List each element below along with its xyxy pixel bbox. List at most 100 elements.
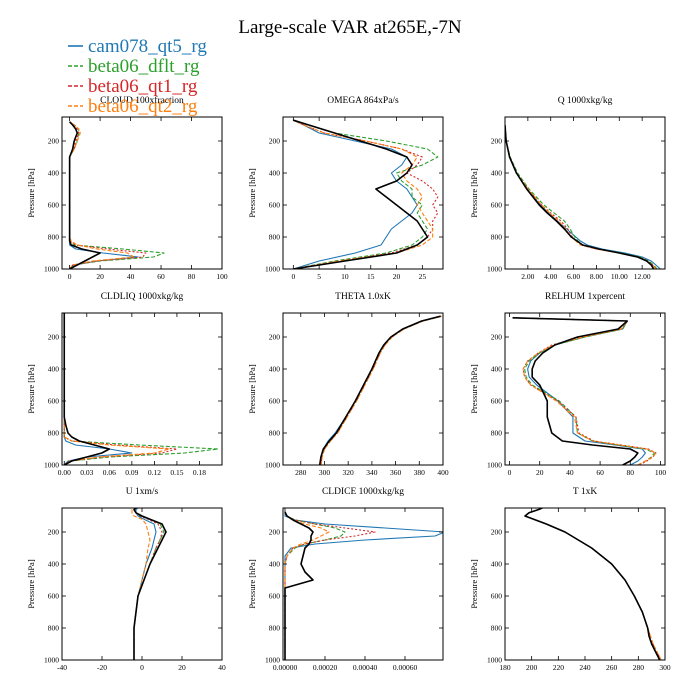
y-tick-label: 200: [491, 333, 503, 342]
y-tick-label: 200: [491, 528, 503, 537]
y-tick-label: 200: [491, 137, 503, 146]
x-tick-label: 0.00060: [393, 663, 418, 672]
series-line-cam078_qt5_rg: [319, 315, 441, 465]
plot-frame: [282, 507, 444, 661]
series-line-beta06_qt2_rg: [131, 508, 151, 660]
legend-label: beta06_dflt_rg: [88, 56, 200, 77]
x-tick-label: 0.09: [125, 468, 138, 477]
x-tick-label: 15: [367, 272, 375, 281]
x-tick-label: 25: [419, 272, 427, 281]
series-line-reference: [133, 508, 167, 660]
plot-frame: [504, 312, 666, 466]
series-line-beta06_qt2_rg: [293, 119, 434, 269]
x-tick-label: 0.18: [193, 468, 206, 477]
series-line-beta06_qt1_rg: [512, 317, 657, 465]
series-group: [68, 121, 165, 269]
y-tick-label: 800: [491, 233, 503, 242]
panel-title: T 1xK: [573, 487, 598, 497]
y-tick-label: 400: [269, 365, 281, 374]
plot-frame: [61, 312, 223, 466]
x-tick-label: 6.00: [567, 272, 580, 281]
y-tick-label: 800: [269, 624, 281, 633]
y-axis-label: Pressure [hPa]: [26, 559, 36, 609]
x-tick-label: 240: [579, 663, 591, 672]
series-line-beta06_dflt_rg: [69, 121, 165, 269]
series-line-beta06_dflt_rg: [505, 124, 658, 269]
panel-title: U 1xm/s: [126, 487, 159, 497]
series-line-reference: [505, 124, 655, 269]
series-group: [63, 313, 219, 465]
plot-frame: [282, 312, 444, 466]
series-line-reference: [293, 119, 429, 269]
x-tick-label: 80: [188, 272, 196, 281]
x-tick-label: 0: [291, 272, 295, 281]
series-line-beta06_dflt_rg: [512, 317, 655, 465]
legend-label: cam078_qt5_rg: [88, 36, 207, 57]
panel-title: RELHUM 1xpercent: [545, 292, 625, 302]
y-tick-label: 200: [269, 137, 281, 146]
x-tick-label: 320: [343, 468, 355, 477]
series-line-beta06_qt2_rg: [69, 121, 135, 269]
y-tick-label: 1000: [265, 461, 280, 470]
y-tick-label: 600: [269, 397, 281, 406]
y-tick-label: 400: [48, 365, 60, 374]
x-tick-label: 0.15: [170, 468, 183, 477]
x-tick-label: 0.00020: [313, 663, 338, 672]
series-group: [318, 315, 442, 465]
y-tick-label: 1000: [44, 656, 59, 665]
y-tick-label: 200: [269, 528, 281, 537]
series-line-beta06_dflt_rg: [133, 508, 165, 660]
x-tick-label: 0.00000: [273, 663, 298, 672]
figure-title: Large-scale VAR at265E,-7N: [238, 17, 461, 38]
legend: cam078_qt5_rgbeta06_dflt_rgbeta06_qt1_rg…: [68, 36, 207, 117]
x-tick-label: 0.00040: [353, 663, 378, 672]
y-tick-label: 200: [269, 333, 281, 342]
y-tick-label: 600: [491, 592, 503, 601]
x-tick-label: 80: [627, 468, 635, 477]
x-tick-label: 40: [127, 272, 135, 281]
series-line-reference: [63, 313, 111, 465]
x-tick-label: 360: [390, 468, 402, 477]
series-line-beta06_qt2_rg: [524, 508, 662, 660]
series-line-beta06_qt2_rg: [505, 124, 657, 269]
x-tick-label: 60: [157, 272, 165, 281]
y-tick-label: 800: [48, 233, 60, 242]
x-tick-label: 20: [393, 272, 401, 281]
y-tick-label: 800: [48, 429, 60, 438]
legend-label: beta06_qt2_rg: [88, 96, 198, 117]
panel-2: Q 1000xkg/kg Pressure [hPa] 200 400 600 800 10…: [469, 96, 666, 281]
x-tick-label: 10: [341, 272, 349, 281]
y-axis-label: Pressure [hPa]: [469, 364, 479, 414]
y-tick-label: 800: [491, 429, 503, 438]
x-tick-label: -20: [97, 663, 107, 672]
y-tick-label: 1000: [44, 461, 59, 470]
x-tick-label: 4.00: [544, 272, 557, 281]
y-tick-label: 400: [491, 169, 503, 178]
y-axis-label: Pressure [hPa]: [247, 559, 257, 609]
y-tick-label: 800: [48, 624, 60, 633]
series-line-beta06_qt2_rg: [63, 313, 170, 465]
y-axis-label: Pressure [hPa]: [469, 559, 479, 609]
series-group: [524, 508, 662, 660]
x-tick-label: 8.00: [590, 272, 603, 281]
y-tick-label: 1000: [487, 656, 502, 665]
series-line-cam078_qt5_rg: [133, 508, 157, 660]
panel-3: CLDLIQ 1000xkg/kg Pressure [hPa] 200 400 600…: [26, 292, 223, 477]
x-tick-label: 20: [178, 663, 186, 672]
series-group: [512, 317, 657, 465]
series-line-beta06_qt1_rg: [505, 124, 657, 269]
x-tick-label: 0.12: [148, 468, 161, 477]
series-line-cam078_qt5_rg: [293, 119, 418, 269]
x-tick-label: 20: [96, 272, 104, 281]
x-tick-label: 0: [68, 272, 72, 281]
x-tick-label: 40: [218, 663, 226, 672]
series-line-beta06_qt1_rg: [69, 121, 147, 269]
series-line-cam078_qt5_rg: [505, 124, 661, 269]
panel-title: CLDLIQ 1000xkg/kg: [101, 292, 184, 302]
y-tick-label: 600: [48, 397, 60, 406]
y-tick-label: 1000: [44, 265, 59, 274]
y-tick-label: 400: [269, 169, 281, 178]
x-tick-label: 12.00: [634, 272, 651, 281]
